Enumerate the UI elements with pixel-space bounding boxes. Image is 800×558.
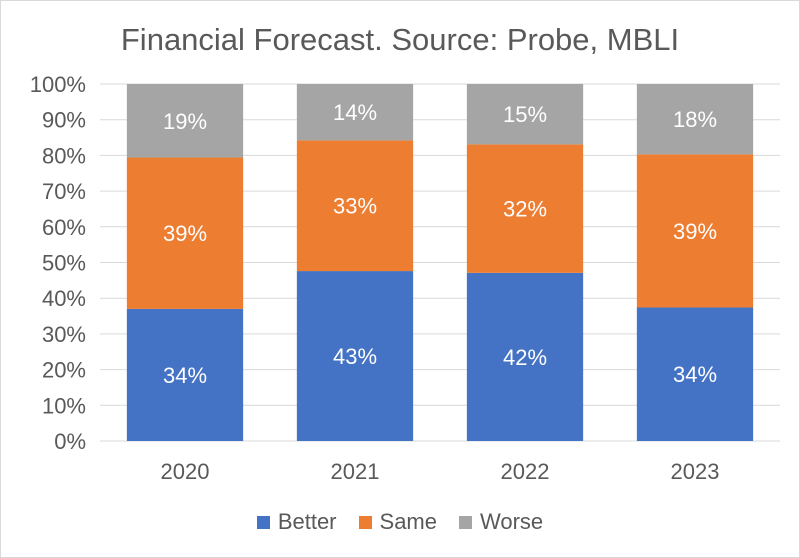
legend: Better Same Worse [0, 509, 800, 535]
y-tick-label: 20% [42, 358, 86, 383]
x-tick-label: 2021 [331, 459, 380, 484]
y-axis: 0% 10% 20% 30% 40% 50% 60% 70% 80% 90% 100% [30, 72, 86, 454]
bar-same-2023 [636, 154, 754, 308]
bar-worse-2020 [126, 84, 244, 158]
data-label: 15% [503, 102, 547, 127]
data-labels: 34% 39% 19% 43% 33% 14% 42% 32% 15% 34% 39% 18% [163, 100, 717, 388]
y-tick-label: 90% [42, 108, 86, 133]
data-label: 43% [333, 344, 377, 369]
legend-label: Better [277, 509, 337, 534]
y-tick-label: 100% [30, 72, 86, 97]
bar-worse-2023 [636, 84, 754, 155]
y-tick-label: 80% [42, 143, 86, 168]
data-label: 42% [503, 345, 547, 370]
data-label: 39% [673, 219, 717, 244]
bar-same-2022 [466, 144, 584, 273]
data-label: 18% [673, 107, 717, 132]
data-label: 34% [673, 362, 717, 387]
y-tick-label: 30% [42, 322, 86, 347]
y-tick-label: 10% [42, 393, 86, 418]
chart-title: Financial Forecast. Source: Probe, MBLI [120, 22, 680, 57]
legend-swatch [256, 515, 270, 529]
data-label: 32% [503, 197, 547, 222]
bars [126, 84, 754, 441]
data-label: 19% [163, 109, 207, 134]
data-label: 34% [163, 363, 207, 388]
bar-worse-2022 [466, 84, 584, 145]
bar-same-2021 [296, 140, 414, 272]
x-tick-label: 2020 [161, 459, 210, 484]
data-label: 14% [333, 100, 377, 125]
y-tick-label: 50% [42, 251, 86, 276]
legend-label: Worse [480, 509, 544, 534]
bar-better-2021 [296, 271, 414, 441]
bar-better-2023 [636, 307, 754, 441]
data-label: 39% [163, 221, 207, 246]
legend-item-better: Better [256, 509, 337, 535]
legend-item-same: Same [358, 509, 437, 535]
y-tick-label: 70% [42, 179, 86, 204]
y-tick-label: 60% [42, 215, 86, 240]
data-label: 33% [333, 194, 377, 219]
legend-label: Same [379, 509, 437, 534]
legend-swatch [459, 515, 472, 529]
bar-better-2022 [466, 272, 584, 441]
x-tick-label: 2022 [501, 459, 550, 484]
bar-worse-2021 [296, 84, 414, 141]
x-axis: 2020 2021 2022 2023 [161, 459, 720, 484]
x-tick-label: 2023 [671, 459, 720, 484]
legend-item-worse: Worse [459, 509, 543, 535]
y-tick-label: 40% [42, 286, 86, 311]
legend-swatch [358, 515, 372, 529]
bar-better-2020 [126, 308, 244, 441]
bar-same-2020 [126, 157, 244, 309]
y-tick-label: 0% [54, 429, 86, 454]
